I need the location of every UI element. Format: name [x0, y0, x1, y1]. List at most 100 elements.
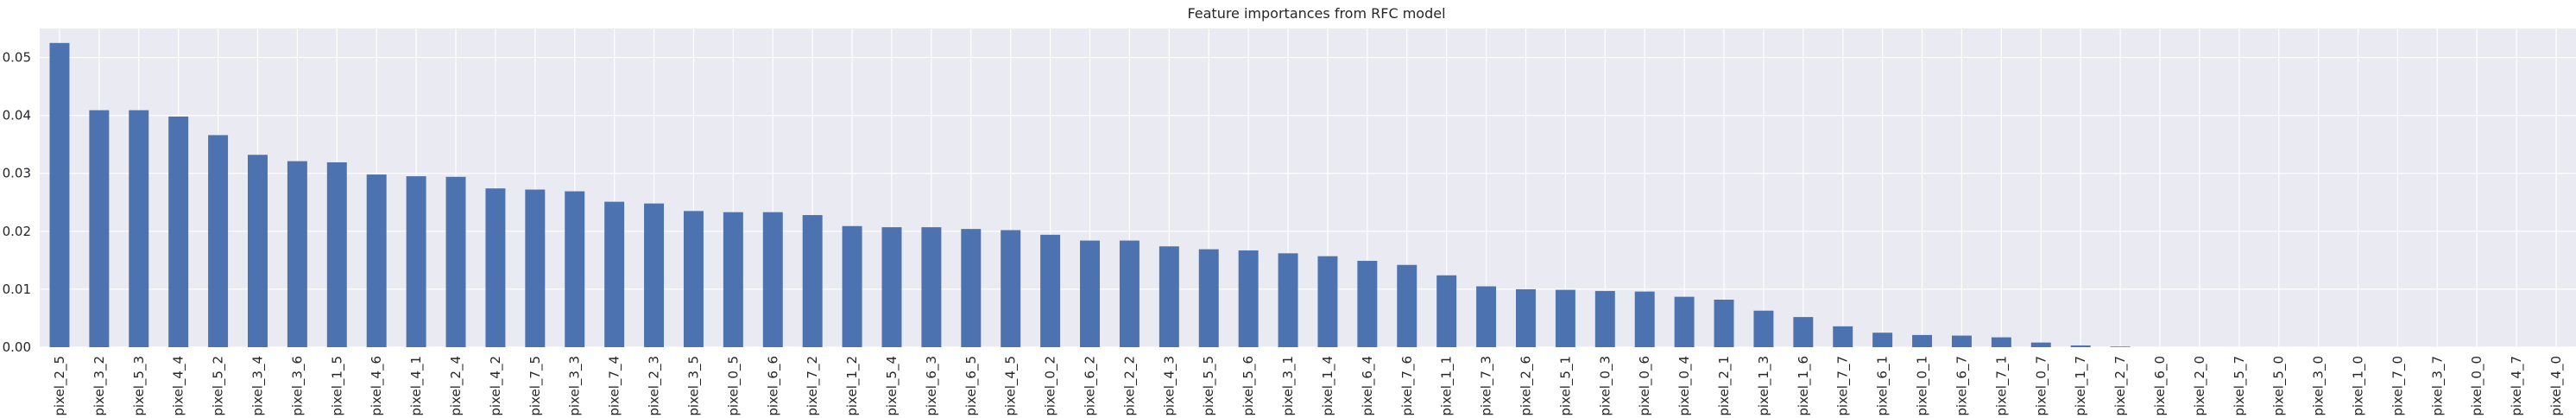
x-tick-label: pixel_2_2	[1121, 356, 1138, 416]
chart-title: Feature importances from RFC model	[1187, 5, 1445, 22]
bar-pixel_5_6	[1238, 250, 1259, 347]
x-tick-label: pixel_3_7	[2429, 356, 2446, 416]
bar-pixel_3_5	[683, 211, 704, 347]
x-tick-label: pixel_4_0	[2548, 356, 2565, 416]
bar-pixel_0_2	[1040, 234, 1061, 347]
x-tick-label: pixel_5_1	[1557, 356, 1574, 416]
x-tick-label: pixel_3_5	[685, 356, 702, 416]
x-tick-label: pixel_5_7	[2232, 356, 2248, 416]
bar-pixel_7_7	[1833, 326, 1853, 347]
bar-pixel_6_7	[1951, 335, 1972, 347]
x-tick-label: pixel_2_6	[1518, 356, 1534, 416]
bar-pixel_6_6	[762, 212, 783, 347]
x-tick-label: pixel_4_5	[1003, 356, 1020, 416]
bar-pixel_1_3	[1753, 310, 1774, 347]
x-tick-label: pixel_7_1	[1993, 356, 2010, 416]
bar-pixel_1_6	[1793, 317, 1814, 347]
x-tick-label: pixel_5_3	[131, 356, 148, 416]
bar-pixel_1_7	[2070, 345, 2091, 347]
x-tick-label: pixel_7_6	[1399, 356, 1416, 416]
x-tick-label: pixel_5_2	[211, 356, 227, 416]
y-tick-label: 0.01	[3, 282, 31, 297]
x-tick-label: pixel_2_4	[448, 356, 464, 416]
bar-pixel_6_2	[1080, 240, 1100, 347]
bar-pixel_6_4	[1357, 261, 1378, 347]
bar-pixel_5_2	[208, 135, 229, 347]
x-tick-label: pixel_4_1	[408, 356, 425, 416]
x-tick-label: pixel_4_4	[171, 356, 187, 416]
bar-pixel_0_6	[1634, 291, 1655, 347]
x-tick-label: pixel_0_5	[725, 356, 742, 416]
x-tick-label: pixel_3_3	[567, 356, 584, 416]
x-tick-label: pixel_4_2	[488, 356, 504, 416]
x-tick-label: pixel_0_1	[1915, 356, 1931, 416]
bar-pixel_4_4	[168, 116, 189, 347]
bar-pixel_2_6	[1516, 288, 1536, 347]
bar-pixel_0_5	[723, 212, 743, 347]
x-tick-label: pixel_5_0	[2271, 356, 2288, 416]
x-tick-label: pixel_4_7	[2509, 356, 2525, 416]
x-tick-label: pixel_2_7	[2112, 356, 2129, 416]
bar-pixel_0_4	[1674, 296, 1695, 347]
bar-pixel_2_5	[49, 42, 70, 347]
x-tick-label: pixel_6_7	[1954, 356, 1970, 416]
x-tick-label: pixel_0_3	[1597, 356, 1613, 416]
bar-pixel_3_3	[565, 191, 585, 347]
x-tick-label: pixel_7_2	[805, 356, 821, 416]
x-tick-label: pixel_0_4	[1676, 356, 1693, 416]
x-tick-label: pixel_2_3	[647, 356, 663, 416]
x-tick-label: pixel_7_0	[2390, 356, 2406, 416]
x-tick-label: pixel_7_3	[1479, 356, 1495, 416]
bar-pixel_5_5	[1198, 249, 1219, 347]
bar-pixel_5_4	[881, 227, 902, 347]
x-tick-label: pixel_3_1	[1280, 356, 1297, 416]
bar-pixel_0_3	[1594, 290, 1615, 347]
y-axis-ticks: 0.00 0.01 0.02 0.03 0.04 0.05	[3, 50, 31, 355]
bars	[49, 42, 2131, 348]
bar-pixel_4_2	[485, 188, 506, 347]
bar-pixel_4_6	[366, 174, 387, 347]
bar-pixel_6_1	[1872, 332, 1893, 347]
bar-pixel_2_3	[644, 203, 665, 347]
bar-pixel_7_4	[604, 201, 625, 347]
bar-pixel_5_1	[1555, 289, 1575, 347]
bar-pixel_4_5	[1001, 230, 1021, 347]
x-tick-label: pixel_1_4	[1320, 356, 1336, 416]
bar-pixel_2_1	[1714, 299, 1734, 347]
x-tick-label: pixel_5_5	[1201, 356, 1217, 416]
bar-pixel_4_3	[1159, 246, 1179, 347]
y-tick-label: 0.04	[3, 108, 31, 124]
x-tick-label: pixel_6_0	[2152, 356, 2169, 416]
x-tick-label: pixel_2_5	[52, 356, 68, 416]
x-tick-label: pixel_2_0	[2192, 356, 2208, 416]
bar-pixel_2_2	[1119, 240, 1140, 347]
x-tick-label: pixel_1_5	[329, 356, 345, 416]
y-tick-label: 0.05	[3, 50, 31, 66]
bar-pixel_4_1	[406, 176, 426, 347]
bar-pixel_3_1	[1278, 253, 1298, 347]
bar-pixel_0_1	[1912, 334, 1933, 347]
bar-pixel_7_2	[802, 215, 823, 347]
y-tick-label: 0.00	[3, 339, 31, 355]
x-tick-label: pixel_6_5	[963, 356, 980, 416]
x-tick-label: pixel_3_4	[249, 356, 266, 416]
x-tick-label: pixel_7_7	[1835, 356, 1852, 416]
bar-pixel_7_6	[1397, 264, 1417, 347]
x-tick-label: pixel_3_0	[2311, 356, 2327, 416]
bar-pixel_3_6	[287, 161, 307, 347]
x-tick-label: pixel_1_0	[2351, 356, 2367, 416]
bar-pixel_2_4	[445, 176, 466, 347]
x-tick-label: pixel_0_0	[2469, 356, 2485, 416]
x-tick-label: pixel_1_3	[1756, 356, 1772, 416]
bar-pixel_6_5	[961, 229, 982, 347]
bar-pixel_7_3	[1476, 286, 1497, 347]
x-tick-label: pixel_1_6	[1796, 356, 1812, 416]
bar-pixel_1_5	[326, 162, 347, 347]
x-tick-label: pixel_1_1	[1439, 356, 1455, 416]
bar-pixel_2_7	[2110, 346, 2131, 347]
bar-pixel_3_4	[248, 155, 268, 347]
x-tick-label: pixel_1_7	[2073, 356, 2089, 416]
x-tick-label: pixel_3_6	[289, 356, 306, 416]
y-tick-label: 0.02	[3, 224, 31, 239]
